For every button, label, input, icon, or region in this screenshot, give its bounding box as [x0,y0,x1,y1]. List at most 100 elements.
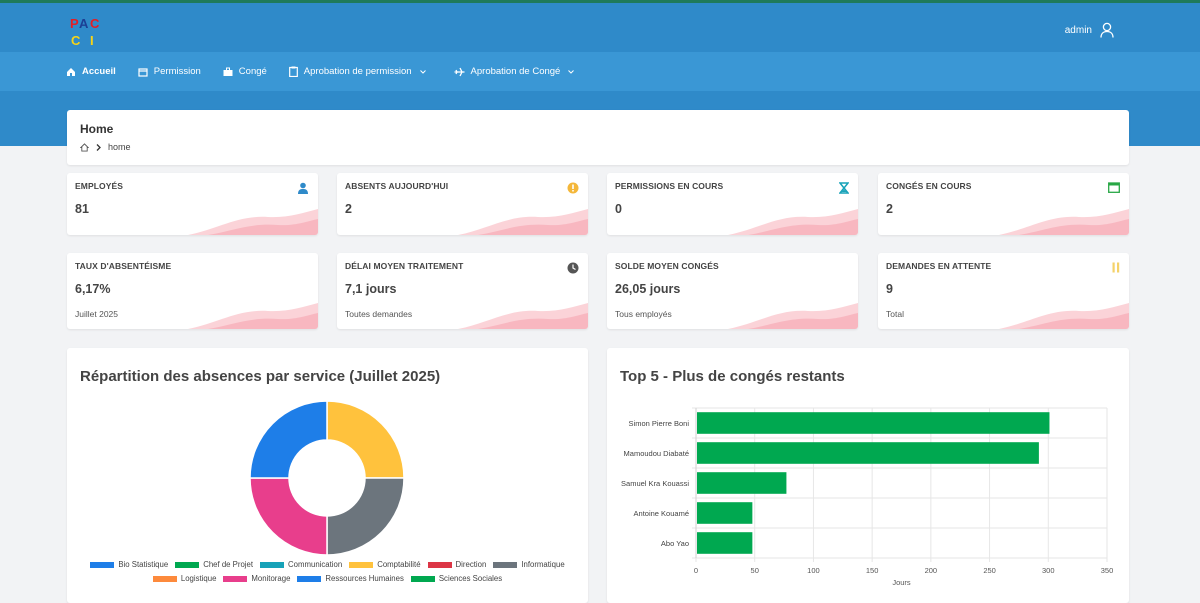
x-tick-label: 300 [1042,566,1055,575]
clock-icon [567,262,579,274]
username[interactable]: admin [1064,24,1092,36]
legend-label: Direction [455,560,487,569]
x-tick-label: 350 [1101,566,1114,575]
breadcrumb: home [80,142,1116,152]
y-tick-label: Simon Pierre Boni [629,419,690,428]
legend-item[interactable]: Logistique [152,574,217,583]
nav-label: Permission [153,66,201,77]
kpi-card-permissions: PERMISSIONS EN COURS 0 [607,173,858,235]
x-tick-label: 250 [983,566,996,575]
nav-aprobation-conge[interactable]: Aprobation de Congé [454,66,575,77]
bar-chart: 0 50 100 150 200 250 300 350 Simon Pierre Boni Ma… [621,407,1114,587]
legend-label: Comptabilité [377,560,421,569]
doughnut-slice-informatique[interactable] [326,477,405,556]
wave-decoration [458,303,588,329]
user-menu[interactable]: admin [1065,22,1114,38]
doughnut-slice-comptabilit-[interactable] [326,400,405,479]
legend-swatch [493,561,518,568]
svg-text:I: I [90,33,94,48]
svg-text:A: A [79,16,89,31]
chevron-down-icon [419,69,426,74]
nav-label: Aprobation de Congé [470,66,561,77]
legend-label: Chef de Projet [203,560,254,569]
nav-permission[interactable]: Permission [138,66,201,77]
legend-item[interactable]: Ressources Humaines [297,574,404,583]
alert-circle-icon [567,182,579,194]
bar[interactable] [697,532,753,554]
nav-accueil[interactable]: Accueil [66,66,116,77]
nav-label: Aprobation de permission [303,66,412,77]
home-icon [67,67,75,76]
legend-swatch [90,561,115,568]
svg-text:C: C [90,16,100,31]
kpi-label: PERMISSIONS EN COURS [615,181,724,191]
legend-item[interactable]: Bio Statistique [90,560,168,569]
main-nav: Accueil Permission Congé Aprobation de p… [0,52,1200,91]
kpi-card-attente: DEMANDES EN ATTENTE 9 Total [878,253,1129,329]
doughnut-chart [249,400,405,556]
chevron-right-icon [96,143,101,151]
nav-conge[interactable]: Congé [223,66,267,77]
kpi-label: DÉLAI MOYEN TRAITEMENT [345,261,464,271]
legend-swatch [223,575,248,582]
kpi-card-employes: EMPLOYÉS 81 [67,173,318,235]
kpi-label: CONGÉS EN COURS [886,181,972,191]
bar[interactable] [697,442,1039,464]
legend-label: Ressources Humaines [325,574,404,583]
kpi-subtitle: Juillet 2025 [75,309,119,319]
kpi-label: EMPLOYÉS [75,181,124,191]
kpi-value: 81 [75,202,89,216]
bar[interactable] [697,502,753,524]
legend-item[interactable]: Chef de Projet [175,560,253,569]
legend-label: Communication [288,560,343,569]
x-tick-label: 150 [866,566,879,575]
kpi-card-conges: CONGÉS EN COURS 2 [878,173,1129,235]
calendar-icon [1108,182,1120,193]
legend-swatch [175,561,200,568]
breadcrumb-card: Home home [67,110,1129,165]
plane-icon [454,67,465,76]
x-tick-label: 50 [751,566,759,575]
chart-legend: Bio Statistique Chef de Projet Communicati… [67,560,588,588]
legend-label: Logistique [180,574,217,583]
doughnut-slice-monitorage[interactable] [249,477,328,556]
legend-item[interactable]: Direction [427,560,487,569]
bar[interactable] [697,412,1050,434]
legend-item[interactable]: Informatique [493,560,565,569]
legend-swatch [260,561,285,568]
legend-item[interactable]: Comptabilité [349,560,421,569]
chart-title: Top 5 - Plus de congés restants [620,368,845,385]
kpi-label: SOLDE MOYEN CONGÉS [615,261,719,271]
pacci-logo[interactable]: P A C C I [68,14,104,48]
x-tick-label: 0 [694,566,698,575]
x-tick-label: 200 [925,566,938,575]
nav-label: Accueil [82,66,116,77]
y-tick-label: Mamoudou Diabaté [624,449,689,458]
legend-item[interactable]: Monitorage [223,574,290,583]
wave-decoration [999,303,1129,329]
legend-label: Bio Statistique [118,560,169,569]
legend-row: Logistique Monitorage Ressources Humaines S… [67,574,588,583]
bar[interactable] [697,472,787,494]
legend-item[interactable]: Sciences Sociales [410,574,502,583]
user-icon[interactable] [1100,22,1114,38]
kpi-card-absents: ABSENTS AUJOURD'HUI 2 [337,173,588,235]
kpi-subtitle: Tous employés [615,309,672,319]
wave-decoration [458,209,588,235]
home-icon[interactable] [80,142,89,152]
kpi-subtitle: Toutes demandes [345,309,413,319]
kpi-value: 0 [615,202,622,216]
legend-item[interactable]: Communication [260,560,342,569]
chart-title: Répartition des absences par service (Ju… [80,368,441,385]
doughnut-slice-bio-statistique[interactable] [249,400,328,479]
absences-chart-panel: Répartition des absences par service (Ju… [67,348,588,603]
kpi-label: ABSENTS AUJOURD'HUI [345,181,449,191]
legend-swatch [427,561,452,568]
kpi-card-absenteisme: TAUX D'ABSENTÉISME 6,17% Juillet 2025 [67,253,318,329]
wave-decoration [188,209,318,235]
kpi-value: 2 [886,202,893,216]
svg-text:P: P [70,16,79,31]
kpi-label: TAUX D'ABSENTÉISME [75,261,172,271]
legend-swatch [152,575,177,582]
nav-aprobation-permission[interactable]: Aprobation de permission [288,66,426,77]
